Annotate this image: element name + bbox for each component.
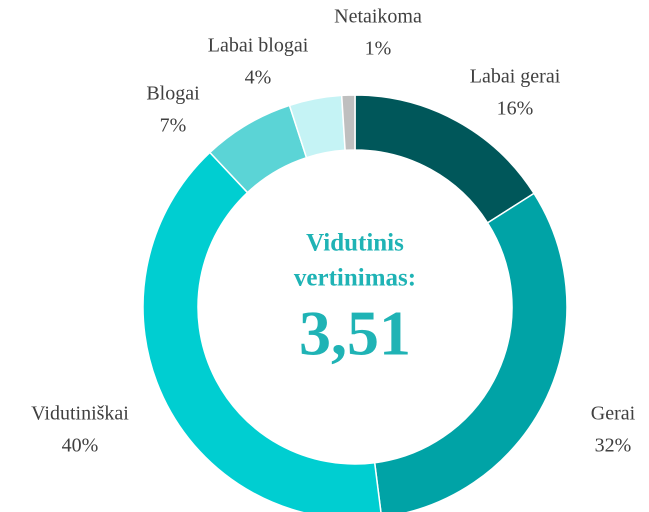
slice-value: 1% — [365, 38, 392, 60]
slice-name: Labai gerai — [470, 66, 561, 88]
center-label: vertinimas: — [294, 265, 416, 292]
slice-name: Blogai — [146, 83, 200, 105]
slice-name: Vidutiniškai — [31, 403, 129, 425]
slice-value: 16% — [497, 98, 534, 120]
slice-value: 40% — [62, 435, 99, 457]
donut-slice — [373, 192, 568, 512]
center-label: Vidutinis — [306, 230, 404, 257]
slice-value: 32% — [595, 435, 632, 457]
slice-name: Netaikoma — [334, 6, 422, 28]
slice-value: 7% — [160, 115, 187, 137]
slice-name: Labai blogai — [208, 35, 309, 57]
donut-slice — [340, 94, 356, 152]
slice-value: 4% — [245, 67, 272, 89]
donut-slice — [142, 151, 382, 512]
slice-name: Gerai — [591, 403, 636, 425]
center-value: 3,51 — [299, 298, 411, 369]
